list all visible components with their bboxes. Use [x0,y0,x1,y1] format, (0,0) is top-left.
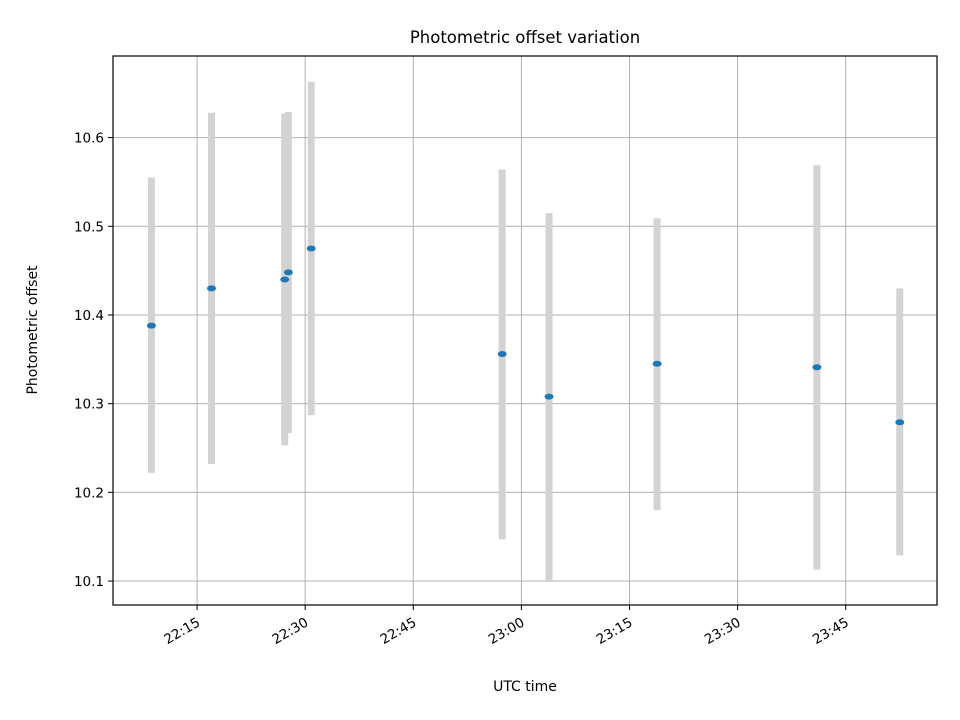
chart-title: Photometric offset variation [410,28,640,47]
data-point [544,393,554,400]
plot-area [113,56,937,605]
data-point [895,419,905,426]
y-tick-label: 10.4 [74,308,104,324]
grid [113,56,937,605]
y-tick-label: 10.6 [74,131,104,147]
data-point [812,364,822,371]
y-tick-label: 10.3 [74,397,104,413]
data-point [146,322,156,329]
plot-frame [112,55,938,606]
data-points [146,245,905,426]
y-tick-label: 10.1 [74,574,104,590]
y-tick-label: 10.2 [74,485,104,501]
data-point [283,269,293,276]
x-axis-label: UTC time [493,679,557,695]
data-point [306,245,316,252]
y-tick-label: 10.5 [74,219,104,235]
y-axis-label: Photometric offset [25,265,41,395]
data-point [652,360,662,367]
data-point [497,351,507,358]
data-point [206,285,216,292]
data-point [280,276,290,283]
